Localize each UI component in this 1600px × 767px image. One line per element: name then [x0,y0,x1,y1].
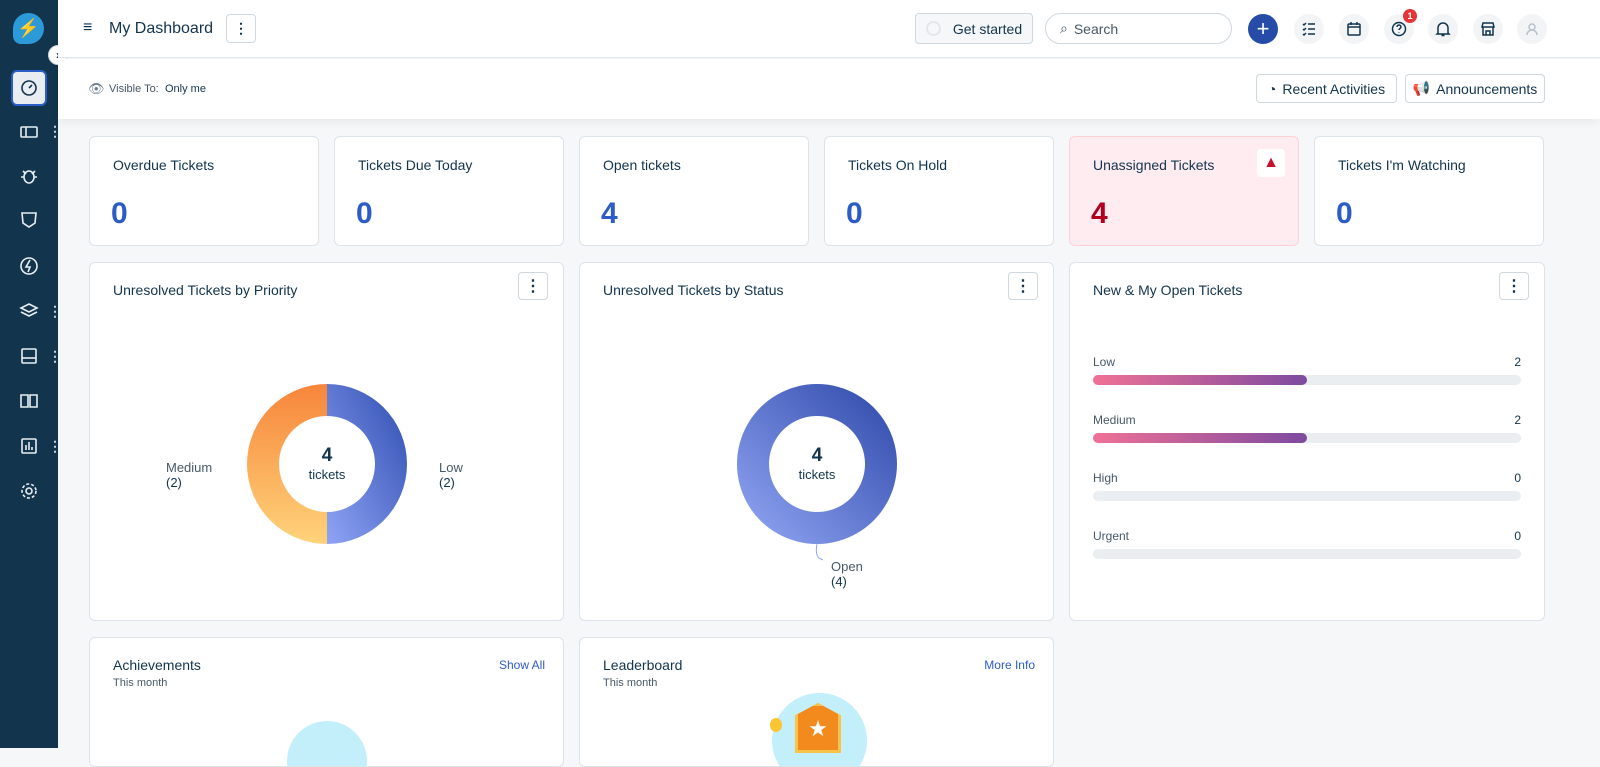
help-badge: 1 [1403,9,1417,23]
book-icon[interactable] [11,383,47,419]
status-donut [737,384,897,561]
coin-icon [770,718,782,732]
stat-card-open[interactable]: Open tickets 4 [579,136,809,246]
legend-medium-label: Medium [166,460,213,475]
priority-donut [247,384,407,544]
widget-more-button[interactable]: ⋮ [518,272,548,300]
top-header: ≡ My Dashboard ⋮ Get started ⌕ Search + 1 [58,0,1600,58]
stat-card-unassigned[interactable]: Unassigned Tickets 4 ▲ [1069,136,1299,246]
donut-slice-medium[interactable] [247,384,327,544]
priority-bar-row[interactable]: Urgent 0 [1093,529,1521,559]
todo-icon[interactable] [1294,14,1324,44]
layers-icon[interactable] [11,293,47,329]
bar-fill [1093,433,1307,443]
bar-value: 0 [1514,529,1521,543]
megaphone-icon: 📢 [1412,80,1431,96]
donut-slice-low[interactable] [327,384,407,544]
donut-unit: tickets [308,467,346,482]
notifications-bell-icon[interactable] [1428,14,1458,44]
sub-header: 👁 Visible To: Only me ◔ Recent Activities… [58,59,1600,119]
search-icon: ⌕ [1060,20,1068,36]
show-all-link[interactable]: Show All [498,658,545,672]
priority-widget: Unresolved Tickets by Priority ⋮ 4 ticket… [89,262,564,621]
widget-more-button[interactable]: ⋮ [1008,272,1038,300]
bar-label: Urgent [1093,529,1130,543]
donut-slice-open[interactable] [737,384,897,544]
bar-track [1093,491,1521,501]
priority-bar-row[interactable]: High 0 [1093,471,1521,501]
legend-low-count: (2) [439,475,455,490]
help-icon[interactable]: 1 [1384,9,1417,44]
donut-total: 4 [321,445,333,466]
automation-icon[interactable] [11,248,47,284]
title-more-button[interactable]: ⋮ [226,14,256,43]
shield-icon[interactable] [11,202,47,238]
marketplace-icon[interactable] [1473,14,1503,44]
widget-more-button[interactable]: ⋮ [1499,272,1529,300]
bar-track [1093,375,1521,385]
priority-bar-row[interactable]: Low 2 [1093,355,1521,385]
bar-fill [1093,375,1307,385]
bar-label: Medium [1093,413,1136,427]
tickets-icon[interactable] [11,114,47,150]
stat-card-watching[interactable]: Tickets I'm Watching 0 [1314,136,1544,246]
sidebar: ⚡ › ⋮ ⋮ ⋮ ⋮ [0,0,68,748]
bug-icon[interactable] [11,158,47,194]
page-title: My Dashboard [109,20,214,37]
bar-track [1093,433,1521,443]
legend-medium-count: (2) [166,475,182,490]
inbox-icon[interactable] [11,338,47,374]
visible-to-label: Visible To: [109,83,159,95]
achievements-illustration [287,721,367,766]
visible-to-value[interactable]: Only me [165,83,206,95]
bar-label: High [1093,471,1118,485]
bar-value: 2 [1514,355,1521,369]
avatar[interactable] [1517,14,1547,44]
bar-value: 2 [1514,413,1521,427]
warning-icon: ▲ [1257,149,1285,177]
calendar-icon[interactable] [1339,14,1369,44]
more-info-link[interactable]: More Info [984,658,1035,672]
status-widget: Unresolved Tickets by Status ⋮ 4 tickets … [579,262,1054,621]
bar-track [1093,549,1521,559]
announcements-button[interactable]: 📢 Announcements [1405,74,1545,103]
settings-icon[interactable] [11,473,47,509]
bar-label: Low [1093,355,1116,369]
logo-icon[interactable]: ⚡ [13,13,44,44]
reports-icon[interactable] [11,428,47,464]
stat-card-overdue[interactable]: Overdue Tickets 0 [89,136,319,246]
bar-value: 0 [1514,471,1521,485]
donut-unit: tickets [798,467,836,482]
get-started-button[interactable]: Get started [915,13,1033,44]
progress-ring-icon [925,21,941,36]
new-button[interactable]: + [1248,14,1278,44]
stat-card-on-hold[interactable]: Tickets On Hold 0 [824,136,1054,246]
legend-open-label: Open [831,559,863,574]
recent-activities-button[interactable]: ◔ Recent Activities [1256,74,1397,103]
menu-icon[interactable]: ≡ [83,19,93,36]
donut-total: 4 [811,445,823,466]
history-icon: ◔ [1267,80,1277,97]
legend-open-count: (4) [831,574,847,589]
search-input[interactable]: ⌕ Search [1045,13,1232,44]
dashboard-icon[interactable] [11,70,47,106]
eye-icon: 👁 [88,81,105,96]
priority-bar-row[interactable]: Medium 2 [1093,413,1521,443]
legend-low-label: Low [439,460,463,475]
stat-card-due-today[interactable]: Tickets Due Today 0 [334,136,564,246]
new-open-tickets-widget: New & My Open Tickets ⋮ Low 2 Medium 2 High 0… [1069,262,1545,621]
